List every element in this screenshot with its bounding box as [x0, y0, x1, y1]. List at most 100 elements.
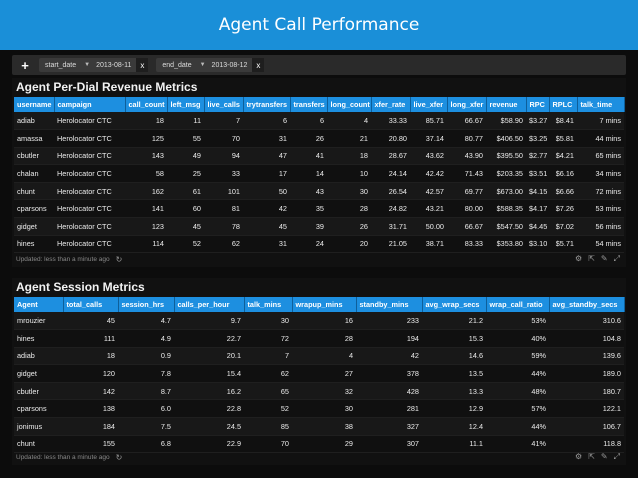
table-cell: $7.02	[549, 217, 577, 236]
column-header[interactable]: avg_wrap_secs	[422, 297, 487, 312]
table-cell: Herolocator CTC	[54, 129, 125, 148]
remove-filter-button[interactable]: x	[136, 58, 149, 72]
table-cell: 94	[204, 147, 243, 166]
table-cell: $3.25	[526, 129, 549, 148]
column-header[interactable]: session_hrs	[118, 297, 175, 312]
table-cell: 12.4	[422, 417, 486, 436]
table-cell: 9.7	[174, 312, 244, 331]
column-header[interactable]: left_msg	[167, 97, 205, 112]
table-cell: 30	[292, 399, 356, 419]
export-icon[interactable]: ⇱	[588, 452, 595, 461]
edit-icon[interactable]: ✎	[600, 254, 608, 263]
export-icon[interactable]: ⇱	[588, 254, 595, 263]
table-row: cbutler 142 8.7 16.2 65 32 428 13.3 48% 180.7	[14, 382, 624, 401]
table-cell: 58	[125, 164, 167, 183]
column-header[interactable]: live_xfer	[410, 97, 448, 112]
slide-header: Agent Call Performance	[0, 0, 638, 50]
column-header[interactable]: talk_mins	[244, 297, 293, 312]
column-header[interactable]: total_calls	[63, 297, 119, 312]
table-cell: Herolocator CTC	[54, 199, 125, 219]
column-header[interactable]: username	[14, 97, 55, 112]
column-header[interactable]: xfer_rate	[371, 97, 411, 112]
column-header[interactable]: standby_mins	[356, 297, 423, 312]
session-metrics-panel: Agent Session Metrics Agent total_calls se…	[12, 278, 626, 465]
column-header[interactable]: live_calls	[204, 97, 244, 112]
table-cell: 111	[63, 329, 118, 348]
table-row: amassa Herolocator CTC 125 55 70 31 26 21 20.80 3…	[14, 129, 624, 148]
column-header[interactable]: RPC	[526, 97, 550, 112]
table-cell: cbutler	[14, 382, 63, 401]
table-cell: 189.0	[549, 364, 624, 383]
table-cell: 33	[204, 164, 243, 183]
table-cell: $2.77	[526, 147, 549, 166]
edit-icon[interactable]: ✎	[600, 452, 608, 461]
caret-down-icon[interactable]: ▼	[199, 62, 206, 68]
refresh-icon[interactable]: ↻	[115, 255, 123, 264]
table-cell: 62	[244, 364, 292, 383]
table-cell: 4.9	[118, 329, 174, 348]
add-filter-button[interactable]: +	[21, 57, 29, 73]
settings-icon[interactable]: ⚙	[575, 254, 583, 263]
table-cell: 120	[63, 364, 118, 383]
table-cell: 7.5	[118, 417, 174, 436]
update-status: Updated: less than a minute ago ↻	[16, 453, 122, 462]
table-row: mrouzier 45 4.7 9.7 30 16 233 21.2 53% 310.6	[14, 312, 624, 331]
page-title: Agent Call Performance	[218, 15, 420, 35]
table-cell: 18	[125, 112, 167, 131]
table-cell: 28	[327, 199, 371, 219]
table-cell: $4.17	[526, 199, 549, 219]
table-row: chalan Herolocator CTC 58 25 33 17 14 10 24.14 42…	[14, 164, 624, 183]
table-cell: 60	[167, 199, 204, 219]
table-cell: 6.8	[118, 435, 174, 454]
column-header[interactable]: Agent	[14, 297, 64, 312]
column-header[interactable]: talk_time	[577, 97, 625, 112]
column-header[interactable]: RPLC	[549, 97, 578, 112]
table-cell: 155	[63, 435, 118, 454]
filter-value[interactable]: 2013-08-12	[211, 61, 248, 69]
table-cell: 10	[327, 164, 371, 183]
panel-title: Agent Per-Dial Revenue Metrics	[16, 80, 198, 94]
caret-down-icon[interactable]: ▼	[84, 62, 91, 68]
table-cell: 54 mins	[577, 235, 624, 254]
column-header[interactable]: long_count	[327, 97, 372, 112]
table-cell: 307	[356, 435, 422, 454]
table-cell: 15.4	[174, 364, 244, 383]
column-header[interactable]: wrapup_mins	[292, 297, 357, 312]
table-cell: $7.26	[549, 199, 577, 219]
column-header[interactable]: long_xfer	[447, 97, 487, 112]
refresh-icon[interactable]: ↻	[115, 453, 123, 462]
table-cell: Herolocator CTC	[54, 164, 125, 183]
table-cell: 70	[244, 435, 292, 454]
table-cell: 31	[243, 129, 290, 148]
table-cell: 26	[327, 217, 371, 236]
table-cell: 29	[292, 435, 356, 454]
table-row: jonimus 184 7.5 24.5 85 38 327 12.4 44% 106.7	[14, 417, 624, 436]
column-header[interactable]: calls_per_hour	[174, 297, 245, 312]
expand-icon[interactable]: ⤢	[613, 452, 620, 461]
column-header[interactable]: trytransfers	[243, 97, 291, 112]
panel-tools: ⚙ ⇱ ✎ ⤢	[575, 452, 620, 462]
table-row: cparsons 138 6.0 22.8 52 30 281 12.9 57% 122.1	[14, 399, 624, 419]
filter-label: start_date	[45, 61, 77, 69]
filter-value[interactable]: 2013-08-11	[96, 61, 132, 69]
table-cell: 43	[290, 182, 327, 201]
table-cell: $4.21	[549, 147, 577, 166]
start-date-filter[interactable]: start_date ▼ 2013-08-11 x	[39, 58, 149, 72]
settings-icon[interactable]: ⚙	[575, 452, 583, 461]
column-header[interactable]: revenue	[486, 97, 527, 112]
column-header[interactable]: avg_standby_secs	[549, 297, 625, 312]
remove-filter-button[interactable]: x	[252, 58, 265, 72]
column-header[interactable]: campaign	[54, 97, 126, 112]
table-cell: $203.35	[486, 164, 526, 183]
table-cell: 26	[290, 129, 327, 148]
table-cell: Herolocator CTC	[54, 182, 125, 201]
column-header[interactable]: wrap_call_ratio	[486, 297, 550, 312]
table-cell: 30	[244, 312, 292, 331]
column-header[interactable]: transfers	[290, 97, 328, 112]
table-row: cbutler Herolocator CTC 143 49 94 47 41 18 28.67…	[14, 147, 624, 166]
column-header[interactable]: call_count	[125, 97, 168, 112]
end-date-filter[interactable]: end_date ▼ 2013-08-12 x	[156, 58, 265, 72]
table-cell: 184	[63, 417, 118, 436]
table-cell: $395.50	[486, 147, 526, 166]
expand-icon[interactable]: ⤢	[613, 254, 620, 263]
